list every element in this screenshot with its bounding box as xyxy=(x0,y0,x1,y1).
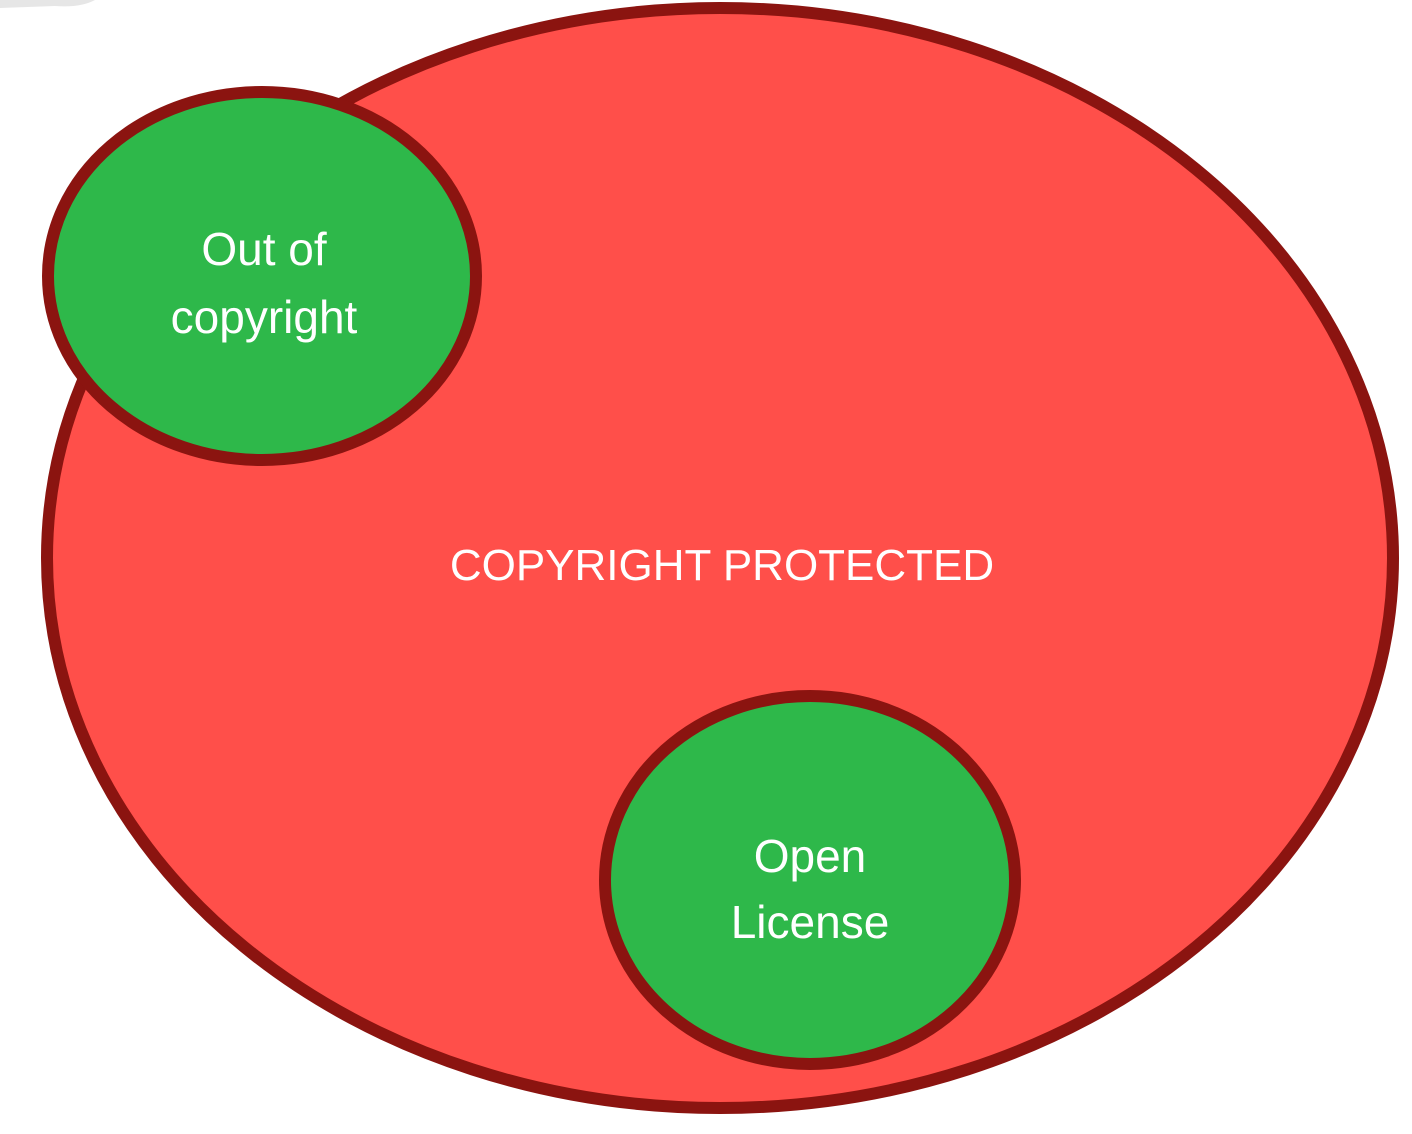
out-of-copyright-label-line2: copyright xyxy=(171,291,358,343)
open-license-label-line2: License xyxy=(731,896,890,948)
out-of-copyright-label-line1: Out of xyxy=(201,223,327,275)
out-of-copyright-region xyxy=(42,86,482,466)
background-fragment xyxy=(0,0,95,8)
open-license-region xyxy=(599,690,1021,1070)
copyright-protected-label: COPYRIGHT PROTECTED xyxy=(450,541,994,590)
open-license-label-line1: Open xyxy=(754,830,867,882)
